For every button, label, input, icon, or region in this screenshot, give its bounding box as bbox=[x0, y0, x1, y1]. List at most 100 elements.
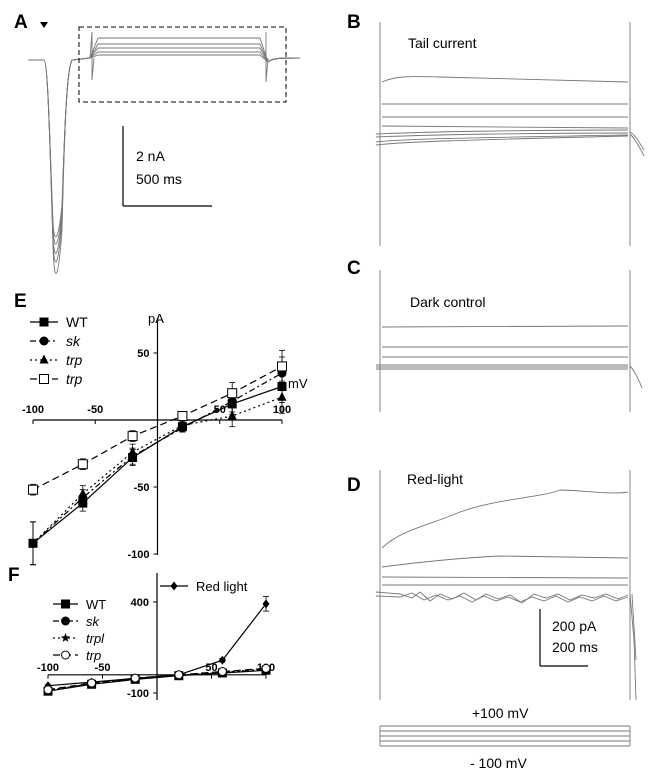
panel-b-letter: B bbox=[347, 12, 361, 33]
f-y-tick-label: 400 bbox=[131, 597, 149, 609]
f-legend-marker bbox=[170, 581, 178, 591]
scale-current-label: 200 pA bbox=[552, 618, 597, 634]
f-series-line bbox=[47, 669, 267, 692]
panel-b-title: Tail current bbox=[408, 35, 477, 51]
f-legend-label: trp bbox=[86, 648, 101, 663]
e-legend-item: trp bbox=[30, 352, 83, 368]
e-data-point bbox=[177, 410, 188, 421]
e-legend-marker bbox=[39, 317, 49, 327]
panel-e-letter: E bbox=[14, 291, 27, 312]
protocol-bottom-label: - 100 mV bbox=[470, 755, 527, 771]
e-legend-item: trp bbox=[30, 371, 83, 387]
f-series-4 bbox=[43, 663, 271, 695]
panel-a: A 2 nA 500 ms bbox=[14, 12, 301, 274]
e-series-line bbox=[32, 365, 283, 491]
panel-d-scale-bar: 200 pA 200 ms bbox=[539, 609, 598, 667]
e-x-tick-label: -100 bbox=[22, 404, 44, 416]
panel-a-scale-bar: 2 nA 500 ms bbox=[122, 126, 212, 207]
e-series-line bbox=[32, 385, 283, 544]
zoom-box bbox=[78, 26, 287, 103]
e-legend-marker bbox=[39, 336, 49, 346]
f-legend: Red light WT sk trpl trp bbox=[53, 579, 248, 663]
f-series-line bbox=[47, 603, 267, 687]
f-legend-label: WT bbox=[86, 597, 106, 612]
protocol-steps bbox=[379, 725, 631, 747]
f-data-point bbox=[87, 678, 97, 688]
e-series-2 bbox=[28, 380, 287, 566]
e-legend-label: sk bbox=[66, 333, 81, 349]
e-data-point bbox=[177, 419, 187, 429]
voltage-protocol: +100 mV - 100 mV bbox=[379, 705, 631, 771]
f-legend-label: sk bbox=[86, 614, 101, 629]
panel-d: D Red-light 200 pA 200 ms bbox=[347, 470, 637, 701]
e-x-tick-label: -50 bbox=[87, 404, 103, 416]
panel-c-letter: C bbox=[347, 258, 361, 279]
panel-c-title: Dark control bbox=[410, 294, 485, 310]
panel-d-letter: D bbox=[347, 475, 361, 496]
f-legend-marker bbox=[60, 633, 71, 642]
scale-time-label: 500 ms bbox=[136, 171, 182, 187]
panel-b-traces bbox=[375, 22, 645, 246]
e-legend-item: WT bbox=[30, 314, 88, 330]
f-series-line bbox=[47, 667, 267, 691]
e-y-label: pA bbox=[148, 311, 164, 326]
e-legend-label: trp bbox=[66, 352, 83, 368]
f-legend-item: WT bbox=[53, 597, 106, 612]
e-data-point bbox=[128, 446, 138, 456]
e-data-point bbox=[227, 388, 238, 399]
f-data-point bbox=[130, 673, 140, 683]
panel-a-traces bbox=[28, 31, 301, 274]
f-y-tick-label: -100 bbox=[127, 688, 149, 700]
f-legend-item: trp bbox=[53, 648, 101, 663]
f-legend-marker bbox=[61, 599, 70, 609]
e-series-line bbox=[32, 396, 283, 544]
f-legend-label: trpl bbox=[86, 631, 105, 646]
f-data-point bbox=[174, 670, 184, 680]
f-data-point bbox=[217, 667, 227, 677]
panel-f-letter: F bbox=[8, 565, 20, 586]
f-legend-marker bbox=[61, 616, 70, 626]
panel-d-traces bbox=[375, 470, 637, 701]
f-data-point bbox=[43, 685, 53, 695]
e-legend-label: WT bbox=[66, 314, 88, 330]
scale-time-label: 200 ms bbox=[552, 639, 598, 655]
panel-c: C Dark control bbox=[347, 258, 643, 412]
protocol-top-label: +100 mV bbox=[472, 705, 529, 721]
stimulus-arrow-icon bbox=[40, 22, 48, 28]
panel-a-letter: A bbox=[14, 12, 28, 33]
f-legend-label: Red light bbox=[196, 579, 248, 594]
e-series-line bbox=[32, 372, 283, 544]
e-legend-item: sk bbox=[30, 333, 81, 349]
e-legend-label: trp bbox=[66, 371, 83, 387]
e-data-point bbox=[28, 537, 38, 547]
e-legend: WT sk trp trp bbox=[30, 314, 88, 387]
panel-b: B Tail current bbox=[347, 12, 645, 246]
f-legend-item: Red light bbox=[160, 579, 248, 594]
e-y-tick-label: -100 bbox=[127, 549, 149, 561]
f-legend-item: trpl bbox=[53, 631, 105, 646]
e-data-point bbox=[277, 391, 287, 401]
e-legend-marker bbox=[39, 354, 49, 364]
e-data-point bbox=[28, 484, 38, 495]
e-data-point bbox=[77, 459, 88, 470]
panel-f: F -100-5050100400-100 Red lightWTsktrplt… bbox=[8, 565, 275, 700]
e-data-point bbox=[127, 431, 138, 442]
e-y-tick-label: -50 bbox=[134, 482, 150, 494]
e-series bbox=[28, 349, 287, 566]
e-data-point bbox=[227, 410, 237, 420]
e-x-label: mV bbox=[288, 376, 308, 391]
f-legend-marker bbox=[61, 650, 70, 660]
scale-current-label: 2 nA bbox=[136, 148, 165, 164]
f-data-point bbox=[261, 663, 271, 673]
e-y-tick-label: 50 bbox=[137, 348, 149, 360]
f-x-tick-label: -100 bbox=[37, 662, 59, 674]
e-legend-marker bbox=[39, 374, 49, 384]
f-x-tick-label: -50 bbox=[95, 662, 111, 674]
panel-d-title: Red-light bbox=[407, 471, 463, 487]
f-data-point bbox=[218, 655, 226, 665]
f-legend-item: sk bbox=[53, 614, 101, 629]
e-series-3 bbox=[28, 349, 287, 496]
